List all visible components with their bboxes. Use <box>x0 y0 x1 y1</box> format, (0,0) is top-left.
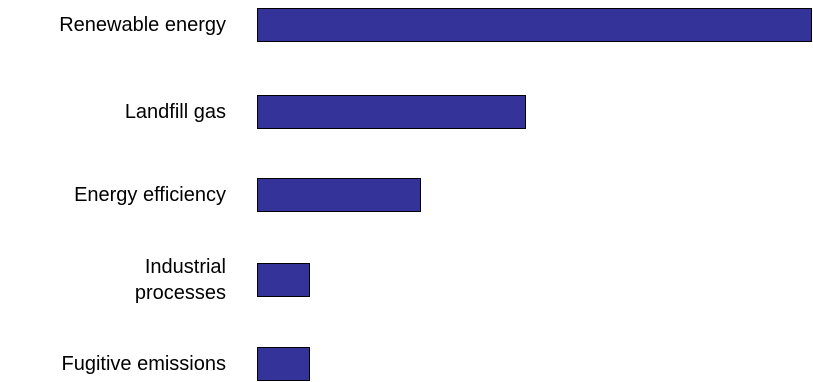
category-label-line: Fugitive emissions <box>61 353 226 375</box>
bar-2 <box>257 178 421 212</box>
bar-3 <box>257 263 310 297</box>
bar-1 <box>257 95 527 129</box>
category-label-line: processes <box>134 282 226 304</box>
category-label-2: Energy efficiency <box>74 182 226 208</box>
category-label-0: Renewable energy <box>59 12 226 38</box>
category-label-line: Energy efficiency <box>74 184 226 206</box>
category-label-line: Landfill gas <box>124 101 226 123</box>
category-label-line: Industrial <box>144 256 226 278</box>
category-label-3: Industrial processes <box>135 254 226 306</box>
bar-4 <box>257 347 310 381</box>
category-label-1: Landfill gas <box>125 99 226 125</box>
bar-0 <box>257 8 812 42</box>
category-label-4: Fugitive emissions <box>61 351 226 377</box>
category-label-line: Renewable energy <box>59 14 226 36</box>
